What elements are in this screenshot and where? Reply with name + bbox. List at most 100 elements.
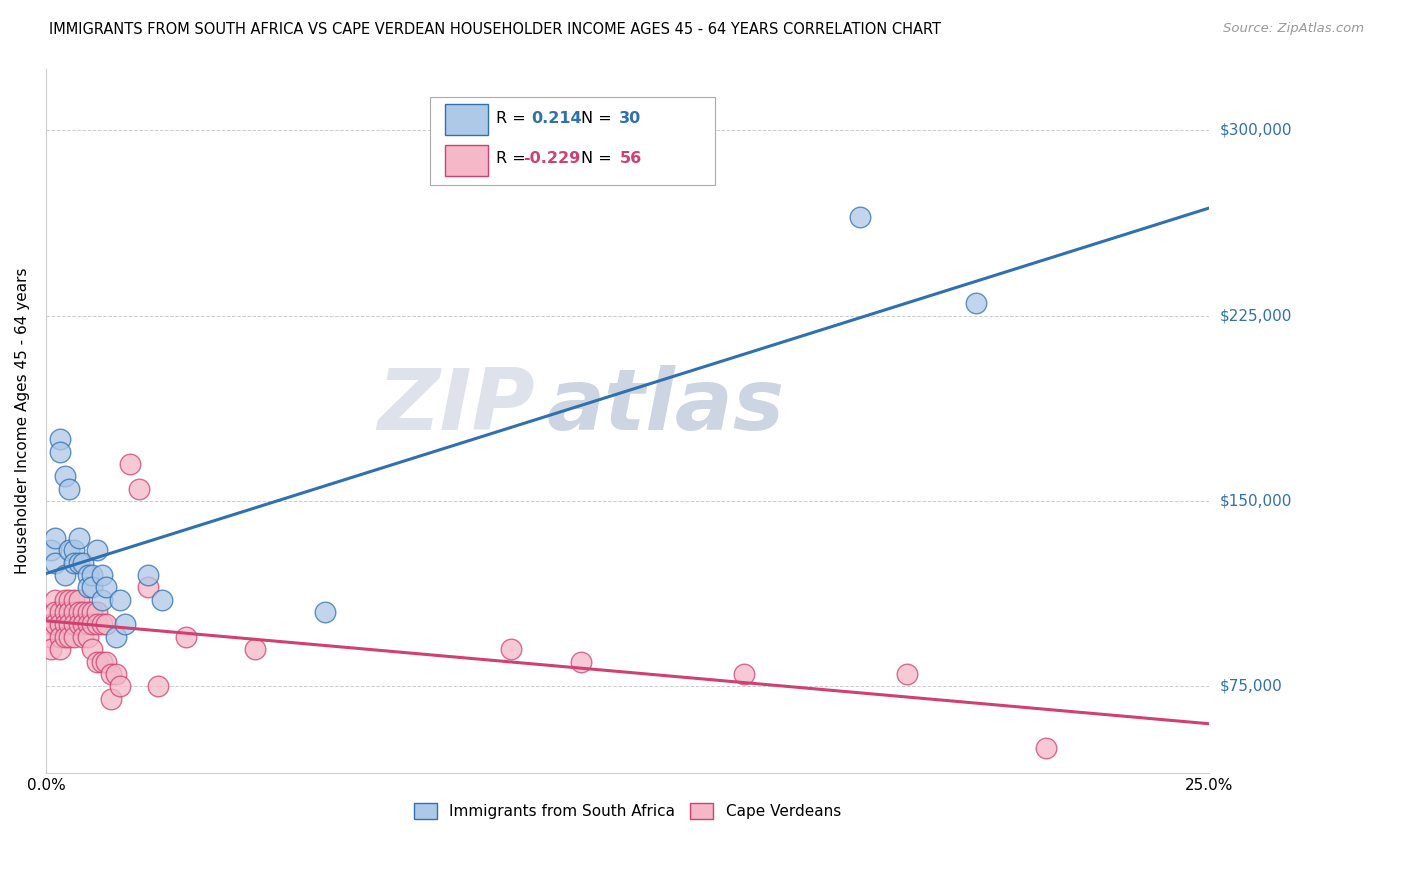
- Text: $300,000: $300,000: [1220, 123, 1292, 137]
- Point: [53, 617, 76, 632]
- Point: [110, 592, 132, 607]
- Point: [82, 642, 104, 657]
- Point: [733, 666, 755, 681]
- Point: [76, 617, 98, 632]
- Point: [63, 605, 86, 619]
- Point: [90, 655, 112, 669]
- Point: [44, 531, 66, 545]
- FancyBboxPatch shape: [430, 96, 714, 185]
- Point: [96, 655, 118, 669]
- Point: [39, 630, 62, 644]
- Point: [86, 655, 108, 669]
- Point: [72, 617, 94, 632]
- Point: [39, 642, 62, 657]
- Point: [100, 691, 122, 706]
- Text: R =: R =: [496, 111, 531, 126]
- Legend: Immigrants from South Africa, Cape Verdeans: Immigrants from South Africa, Cape Verde…: [408, 797, 846, 825]
- Point: [49, 432, 72, 446]
- Point: [67, 605, 90, 619]
- Point: [63, 592, 86, 607]
- Point: [128, 482, 150, 496]
- Text: R =: R =: [496, 151, 531, 166]
- Point: [58, 617, 80, 632]
- Point: [86, 605, 108, 619]
- Text: N =: N =: [581, 151, 617, 166]
- FancyBboxPatch shape: [444, 104, 488, 136]
- Point: [136, 581, 159, 595]
- FancyBboxPatch shape: [444, 145, 488, 176]
- Point: [82, 568, 104, 582]
- Text: -0.229: -0.229: [523, 151, 581, 166]
- Point: [96, 617, 118, 632]
- Point: [1035, 741, 1057, 756]
- Point: [53, 605, 76, 619]
- Point: [67, 617, 90, 632]
- Y-axis label: Householder Income Ages 45 - 64 years: Householder Income Ages 45 - 64 years: [15, 268, 30, 574]
- Point: [44, 617, 66, 632]
- Point: [245, 642, 267, 657]
- Point: [104, 666, 127, 681]
- Point: [44, 592, 66, 607]
- Point: [82, 617, 104, 632]
- Point: [118, 457, 141, 471]
- Point: [174, 630, 197, 644]
- Point: [44, 605, 66, 619]
- Point: [49, 444, 72, 458]
- Point: [67, 531, 90, 545]
- Point: [53, 568, 76, 582]
- Point: [90, 568, 112, 582]
- Point: [53, 630, 76, 644]
- Point: [72, 605, 94, 619]
- Point: [44, 556, 66, 570]
- Point: [63, 556, 86, 570]
- Point: [136, 568, 159, 582]
- Text: N =: N =: [581, 111, 617, 126]
- Point: [49, 605, 72, 619]
- Point: [67, 592, 90, 607]
- Point: [63, 630, 86, 644]
- Point: [49, 642, 72, 657]
- Text: 30: 30: [619, 111, 641, 126]
- Point: [58, 543, 80, 558]
- Point: [90, 617, 112, 632]
- Point: [86, 617, 108, 632]
- Point: [82, 605, 104, 619]
- Point: [569, 655, 592, 669]
- Point: [314, 605, 336, 619]
- Point: [896, 666, 918, 681]
- Point: [58, 605, 80, 619]
- Point: [76, 568, 98, 582]
- Point: [39, 617, 62, 632]
- Point: [501, 642, 523, 657]
- Point: [100, 666, 122, 681]
- Point: [849, 210, 872, 224]
- Point: [53, 592, 76, 607]
- Point: [72, 556, 94, 570]
- Text: 56: 56: [619, 151, 641, 166]
- Text: ZIP: ZIP: [377, 365, 534, 448]
- Point: [53, 469, 76, 483]
- Text: atlas: atlas: [546, 365, 785, 448]
- Text: Source: ZipAtlas.com: Source: ZipAtlas.com: [1223, 22, 1364, 36]
- Point: [96, 581, 118, 595]
- Point: [965, 296, 987, 310]
- Point: [86, 543, 108, 558]
- Text: $150,000: $150,000: [1220, 493, 1292, 508]
- Point: [63, 617, 86, 632]
- Text: IMMIGRANTS FROM SOUTH AFRICA VS CAPE VERDEAN HOUSEHOLDER INCOME AGES 45 - 64 YEA: IMMIGRANTS FROM SOUTH AFRICA VS CAPE VER…: [49, 22, 941, 37]
- Text: $225,000: $225,000: [1220, 308, 1292, 323]
- Point: [63, 543, 86, 558]
- Point: [67, 556, 90, 570]
- Text: $75,000: $75,000: [1220, 679, 1282, 694]
- Point: [49, 617, 72, 632]
- Point: [76, 605, 98, 619]
- Point: [39, 543, 62, 558]
- Point: [58, 482, 80, 496]
- Point: [110, 679, 132, 693]
- Text: 0.214: 0.214: [531, 111, 582, 126]
- Point: [90, 592, 112, 607]
- Point: [146, 679, 169, 693]
- Point: [114, 617, 136, 632]
- Point: [76, 630, 98, 644]
- Point: [150, 592, 173, 607]
